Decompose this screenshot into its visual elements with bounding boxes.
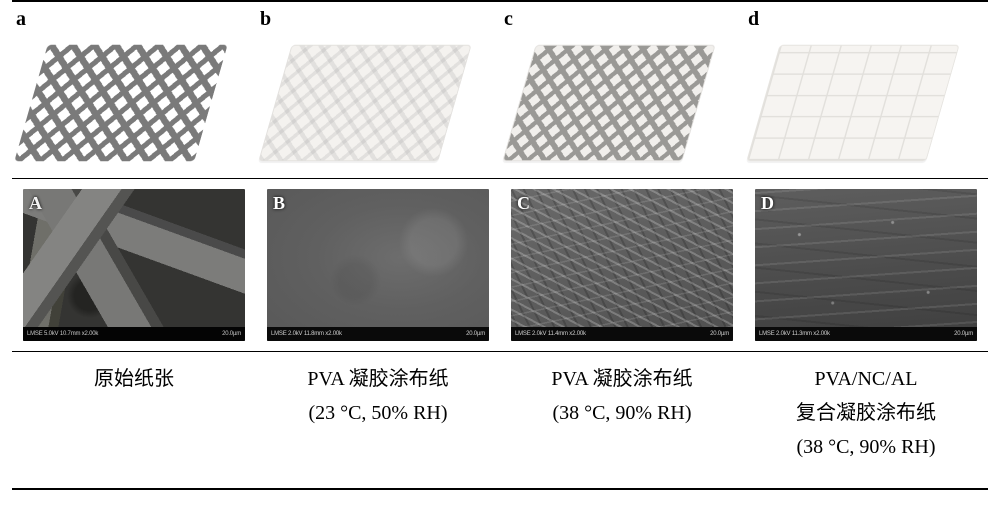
sem-letter-a: A xyxy=(29,193,42,214)
illust-cell-c: c xyxy=(500,2,744,173)
sem-info-left-a: LMSE 5.0kV 10.7mm x2.00k xyxy=(27,327,98,341)
sem-image-c: C LMSE 2.0kV 11.4mm x2.00k 20.0µm xyxy=(511,189,733,341)
schematic-d xyxy=(746,45,959,161)
sem-cell-a: A LMSE 5.0kV 10.7mm x2.00k 20.0µm xyxy=(12,189,256,343)
illust-box-a xyxy=(16,33,226,173)
panel-letter-d: d xyxy=(744,2,759,33)
illust-cell-d: d xyxy=(744,2,988,173)
row-captions: 原始纸张 PVA 凝胶涂布纸 (23 °C, 50% RH) PVA 凝胶涂布纸… xyxy=(12,352,988,488)
sem-cell-c: C LMSE 2.0kV 11.4mm x2.00k 20.0µm xyxy=(500,189,744,343)
sem-infobar-a: LMSE 5.0kV 10.7mm x2.00k 20.0µm xyxy=(23,327,245,341)
row-sem: A LMSE 5.0kV 10.7mm x2.00k 20.0µm B LMSE… xyxy=(12,179,988,351)
figure-container: a b c d A xyxy=(0,0,1000,490)
caption-4-line1: PVA/NC/AL xyxy=(815,368,918,390)
illust-box-c xyxy=(504,33,714,173)
caption-1: 原始纸张 xyxy=(12,362,256,396)
caption-2-line1: PVA 凝胶涂布纸 xyxy=(307,368,448,390)
rule-bottom xyxy=(12,488,988,490)
schematic-b xyxy=(258,45,471,161)
sem-letter-b: B xyxy=(273,193,285,214)
sem-letter-c: C xyxy=(517,193,530,214)
illust-box-d xyxy=(748,33,958,173)
caption-4: PVA/NC/AL 复合凝胶涂布纸 (38 °C, 90% RH) xyxy=(744,362,988,464)
row-illustrations: a b c d xyxy=(12,2,988,178)
panel-letter-a: a xyxy=(12,2,26,33)
sem-info-right-b: 20.0µm xyxy=(466,327,485,341)
caption-2-line2: (23 °C, 50% RH) xyxy=(308,402,447,424)
caption-3-line1: PVA 凝胶涂布纸 xyxy=(551,368,692,390)
sem-infobar-c: LMSE 2.0kV 11.4mm x2.00k 20.0µm xyxy=(511,327,733,341)
illust-cell-b: b xyxy=(256,2,500,173)
sem-info-right-d: 20.0µm xyxy=(954,327,973,341)
sem-info-right-a: 20.0µm xyxy=(222,327,241,341)
caption-1-line1: 原始纸张 xyxy=(94,368,174,390)
caption-cell-2: PVA 凝胶涂布纸 (23 °C, 50% RH) xyxy=(256,362,500,464)
sem-image-b: B LMSE 2.0kV 11.8mm x2.00k 20.0µm xyxy=(267,189,489,341)
panel-letter-c: c xyxy=(500,2,513,33)
sem-infobar-b: LMSE 2.0kV 11.8mm x2.00k 20.0µm xyxy=(267,327,489,341)
caption-3: PVA 凝胶涂布纸 (38 °C, 90% RH) xyxy=(500,362,744,430)
sem-info-left-c: LMSE 2.0kV 11.4mm x2.00k xyxy=(515,327,586,341)
caption-4-line2: 复合凝胶涂布纸 xyxy=(796,402,936,424)
caption-2: PVA 凝胶涂布纸 (23 °C, 50% RH) xyxy=(256,362,500,430)
sem-info-left-d: LMSE 2.0kV 11.3mm x2.00k xyxy=(759,327,830,341)
sem-cell-b: B LMSE 2.0kV 11.8mm x2.00k 20.0µm xyxy=(256,189,500,343)
sem-letter-d: D xyxy=(761,193,774,214)
sem-info-left-b: LMSE 2.0kV 11.8mm x2.00k xyxy=(271,327,342,341)
panel-letter-b: b xyxy=(256,2,271,33)
sem-image-d: D LMSE 2.0kV 11.3mm x2.00k 20.0µm xyxy=(755,189,977,341)
sem-cell-d: D LMSE 2.0kV 11.3mm x2.00k 20.0µm xyxy=(744,189,988,343)
schematic-a xyxy=(14,45,227,161)
caption-cell-4: PVA/NC/AL 复合凝胶涂布纸 (38 °C, 90% RH) xyxy=(744,362,988,464)
schematic-c xyxy=(502,45,715,161)
caption-cell-3: PVA 凝胶涂布纸 (38 °C, 90% RH) xyxy=(500,362,744,464)
caption-4-line3: (38 °C, 90% RH) xyxy=(796,436,935,458)
illust-box-b xyxy=(260,33,470,173)
sem-infobar-d: LMSE 2.0kV 11.3mm x2.00k 20.0µm xyxy=(755,327,977,341)
illust-cell-a: a xyxy=(12,2,256,173)
sem-image-a: A LMSE 5.0kV 10.7mm x2.00k 20.0µm xyxy=(23,189,245,341)
caption-cell-1: 原始纸张 xyxy=(12,362,256,464)
sem-info-right-c: 20.0µm xyxy=(710,327,729,341)
caption-3-line2: (38 °C, 90% RH) xyxy=(552,402,691,424)
